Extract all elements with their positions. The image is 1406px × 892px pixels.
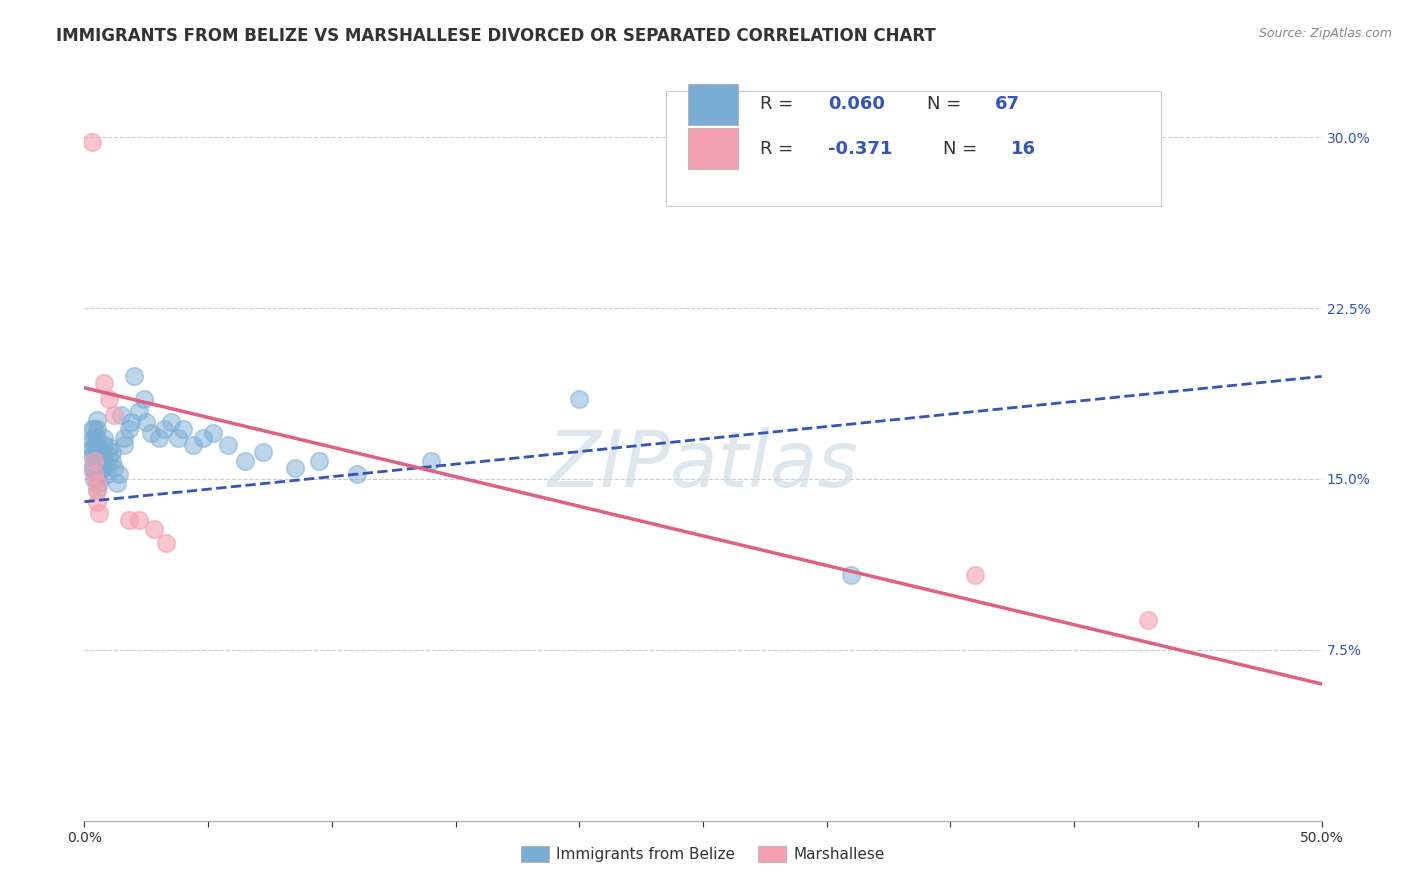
Point: [419, 453, 441, 467]
Text: 16: 16: [1011, 140, 1036, 158]
Point: [90, 444, 112, 458]
Point: [96, 467, 118, 482]
Point: [112, 431, 135, 445]
Point: [118, 422, 141, 436]
Point: [965, 567, 987, 582]
Point: [98, 449, 121, 463]
Point: [118, 513, 141, 527]
Point: [98, 392, 121, 407]
Point: [86, 460, 108, 475]
Point: [93, 376, 115, 391]
Text: N =: N =: [927, 95, 967, 113]
Point: [86, 453, 108, 467]
Point: [841, 567, 863, 582]
Point: [86, 483, 108, 498]
Point: [191, 431, 214, 445]
Point: [93, 431, 115, 445]
Text: N =: N =: [943, 140, 983, 158]
Point: [103, 460, 125, 475]
Point: [141, 426, 163, 441]
Point: [1137, 613, 1160, 627]
Point: [86, 413, 108, 427]
Point: [80, 135, 103, 149]
Point: [568, 392, 591, 407]
Point: [112, 438, 135, 452]
Point: [148, 431, 170, 445]
Point: [233, 453, 256, 467]
Point: [181, 438, 204, 452]
Point: [160, 415, 183, 429]
Point: [83, 453, 105, 467]
FancyBboxPatch shape: [666, 91, 1161, 206]
Point: [86, 444, 108, 458]
Point: [103, 408, 125, 422]
Point: [89, 476, 111, 491]
Point: [105, 476, 128, 491]
Point: [86, 431, 108, 445]
Point: [83, 460, 105, 475]
Point: [284, 460, 307, 475]
Text: ZIPatlas: ZIPatlas: [547, 427, 859, 503]
Point: [98, 440, 121, 454]
Point: [110, 408, 132, 422]
Point: [96, 458, 118, 473]
FancyBboxPatch shape: [688, 128, 738, 169]
Point: [128, 513, 150, 527]
Point: [100, 444, 122, 458]
Text: -0.371: -0.371: [828, 140, 893, 158]
Point: [132, 392, 155, 407]
Point: [86, 422, 108, 436]
Point: [86, 438, 108, 452]
Point: [83, 422, 105, 436]
Point: [80, 460, 103, 475]
Point: [252, 444, 274, 458]
Point: [83, 438, 105, 452]
Point: [128, 403, 150, 417]
Point: [346, 467, 368, 482]
Point: [90, 460, 112, 475]
Point: [89, 449, 111, 463]
Point: [83, 472, 105, 486]
Point: [93, 438, 115, 452]
Point: [80, 442, 103, 457]
Point: [89, 467, 111, 482]
Point: [217, 438, 239, 452]
Point: [100, 453, 122, 467]
Point: [108, 467, 131, 482]
Point: [89, 458, 111, 473]
Text: IMMIGRANTS FROM BELIZE VS MARSHALLESE DIVORCED OR SEPARATED CORRELATION CHART: IMMIGRANTS FROM BELIZE VS MARSHALLESE DI…: [56, 27, 936, 45]
Point: [80, 434, 103, 448]
Point: [202, 426, 225, 441]
Point: [135, 415, 157, 429]
Point: [83, 444, 105, 458]
Point: [83, 467, 105, 482]
Point: [155, 535, 177, 549]
Point: [83, 431, 105, 445]
Text: R =: R =: [759, 140, 799, 158]
Point: [86, 467, 108, 482]
Point: [80, 449, 103, 463]
Point: [90, 453, 112, 467]
Point: [86, 476, 108, 491]
Point: [83, 453, 105, 467]
Text: 0.060: 0.060: [828, 95, 884, 113]
Point: [89, 506, 111, 520]
Point: [120, 415, 142, 429]
Point: [172, 422, 194, 436]
Point: [80, 422, 103, 436]
Point: [86, 483, 108, 498]
Text: R =: R =: [759, 95, 799, 113]
Point: [122, 369, 145, 384]
Text: Source: ZipAtlas.com: Source: ZipAtlas.com: [1258, 27, 1392, 40]
Point: [152, 422, 174, 436]
Point: [142, 522, 165, 536]
Point: [86, 494, 108, 508]
Point: [308, 453, 330, 467]
Text: 67: 67: [995, 95, 1019, 113]
Legend: Immigrants from Belize, Marshallese: Immigrants from Belize, Marshallese: [515, 840, 891, 869]
Point: [86, 476, 108, 491]
FancyBboxPatch shape: [688, 84, 738, 125]
Point: [167, 431, 190, 445]
